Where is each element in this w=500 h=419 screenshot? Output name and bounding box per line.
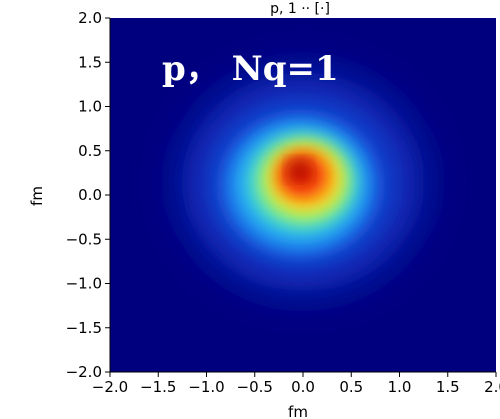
x-tick-label: −1.5 bbox=[140, 378, 176, 396]
y-tick-label: −0.5 bbox=[66, 230, 102, 248]
y-tick-label: −1.5 bbox=[66, 319, 102, 337]
x-tick-label: 1.0 bbox=[388, 378, 412, 396]
y-tick-label: −1.0 bbox=[66, 275, 102, 293]
y-axis-ticks: −2.0 −1.5 −1.0 −0.5 0.0 0.5 1.0 1.5 2.0 bbox=[66, 9, 110, 381]
x-axis-label: fm bbox=[288, 403, 308, 419]
density-contour-9 bbox=[290, 162, 308, 178]
y-tick-label: 2.0 bbox=[78, 9, 102, 27]
x-tick-label: −2.0 bbox=[92, 378, 128, 396]
plot-annotation: p， Nq=1 bbox=[162, 49, 339, 89]
heatmap-density bbox=[181, 71, 425, 292]
x-axis-ticks: −2.0 −1.5 −1.0 −0.5 0.0 0.5 1.0 1.5 2.0 bbox=[92, 372, 500, 396]
y-tick-label: −2.0 bbox=[66, 363, 102, 381]
y-tick-label: 1.0 bbox=[78, 98, 102, 116]
x-tick-label: 0.0 bbox=[291, 378, 315, 396]
chart-title: p, 1 ·· [·] bbox=[270, 1, 330, 17]
x-tick-label: 0.5 bbox=[339, 378, 363, 396]
y-tick-label: 0.5 bbox=[78, 142, 102, 160]
x-tick-label: 2.0 bbox=[484, 378, 500, 396]
y-tick-label: 1.5 bbox=[78, 53, 102, 71]
x-tick-label: −0.5 bbox=[237, 378, 273, 396]
y-axis-label: fm bbox=[28, 186, 46, 206]
x-tick-label: 1.5 bbox=[436, 378, 460, 396]
x-tick-label: −1.0 bbox=[188, 378, 224, 396]
y-tick-label: 0.0 bbox=[78, 186, 102, 204]
